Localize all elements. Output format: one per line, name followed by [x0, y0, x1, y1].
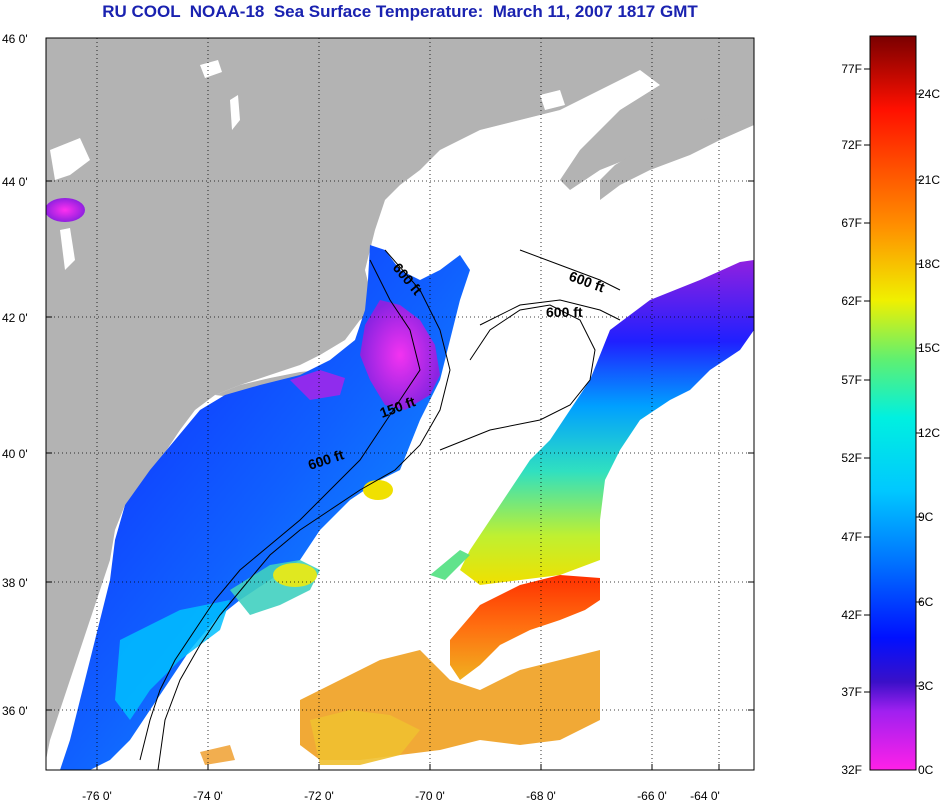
cb-f-37: 37F — [841, 685, 862, 699]
contour-label-3: 600 ft — [546, 304, 583, 320]
cb-f-32: 32F — [841, 763, 862, 777]
lat-label-42: 42 0' — [2, 311, 28, 325]
slope-yellow-blob-2 — [363, 480, 393, 500]
map-title: RU COOL NOAA-18 Sea Surface Temperature:… — [102, 2, 698, 21]
cb-c-6: 6C — [918, 595, 934, 609]
lon-label-68: -68 0' — [526, 789, 556, 803]
lake-4 — [60, 228, 75, 270]
cb-c-9: 9C — [918, 510, 934, 524]
cb-c-12: 12C — [918, 426, 940, 440]
land-mainland — [46, 38, 754, 760]
lake-2 — [230, 95, 240, 130]
cb-c-18: 18C — [918, 257, 940, 271]
cb-f-47: 47F — [841, 530, 862, 544]
cb-f-62: 62F — [841, 294, 862, 308]
land-nova-scotia — [600, 100, 754, 200]
colorbar-ticks — [864, 68, 922, 693]
lon-label-66: -66 0' — [637, 789, 667, 803]
cb-f-42: 42F — [841, 608, 862, 622]
colorbar — [869, 35, 917, 771]
lat-label-38: 38 0' — [2, 576, 28, 590]
lat-label-40: 40 0' — [2, 447, 28, 461]
frame-ticks — [46, 180, 754, 770]
lake-3 — [50, 138, 90, 180]
shelf-magenta-2 — [290, 370, 345, 400]
slope-yellow-blob — [273, 563, 317, 587]
lat-label-46: 46 0' — [2, 32, 28, 46]
cb-f-57: 57F — [841, 373, 862, 387]
cb-c-21: 21C — [918, 173, 940, 187]
slope-cyan-band — [115, 600, 230, 720]
lon-label-74: -74 0' — [193, 789, 223, 803]
cb-c-0: 0C — [918, 763, 934, 777]
gulf-stream-warm — [450, 575, 600, 680]
lon-label-70: -70 0' — [415, 789, 445, 803]
south-warm-patches-3 — [200, 745, 235, 765]
cb-c-15: 15C — [918, 341, 940, 355]
lake-1 — [200, 60, 222, 78]
shelf-magenta — [360, 300, 440, 410]
cb-f-72: 72F — [841, 138, 862, 152]
map-frame — [45, 37, 755, 771]
lake-ontario-sst — [46, 198, 85, 222]
cb-f-67: 67F — [841, 216, 862, 230]
lon-label-72: -72 0' — [304, 789, 334, 803]
lat-label-36: 36 0' — [2, 704, 28, 718]
cb-f-77: 77F — [841, 62, 862, 76]
lake-5 — [540, 90, 565, 110]
lat-label-44: 44 0' — [2, 175, 28, 189]
cb-f-52: 52F — [841, 451, 862, 465]
lon-label-76: -76 0' — [82, 789, 112, 803]
cb-c-3: 3C — [918, 679, 934, 693]
east-water — [460, 260, 754, 585]
lon-label-64: -64 0' — [690, 789, 720, 803]
green-streak — [430, 550, 470, 580]
cb-c-24: 24C — [918, 87, 940, 101]
south-warm-patches-2 — [310, 710, 420, 765]
